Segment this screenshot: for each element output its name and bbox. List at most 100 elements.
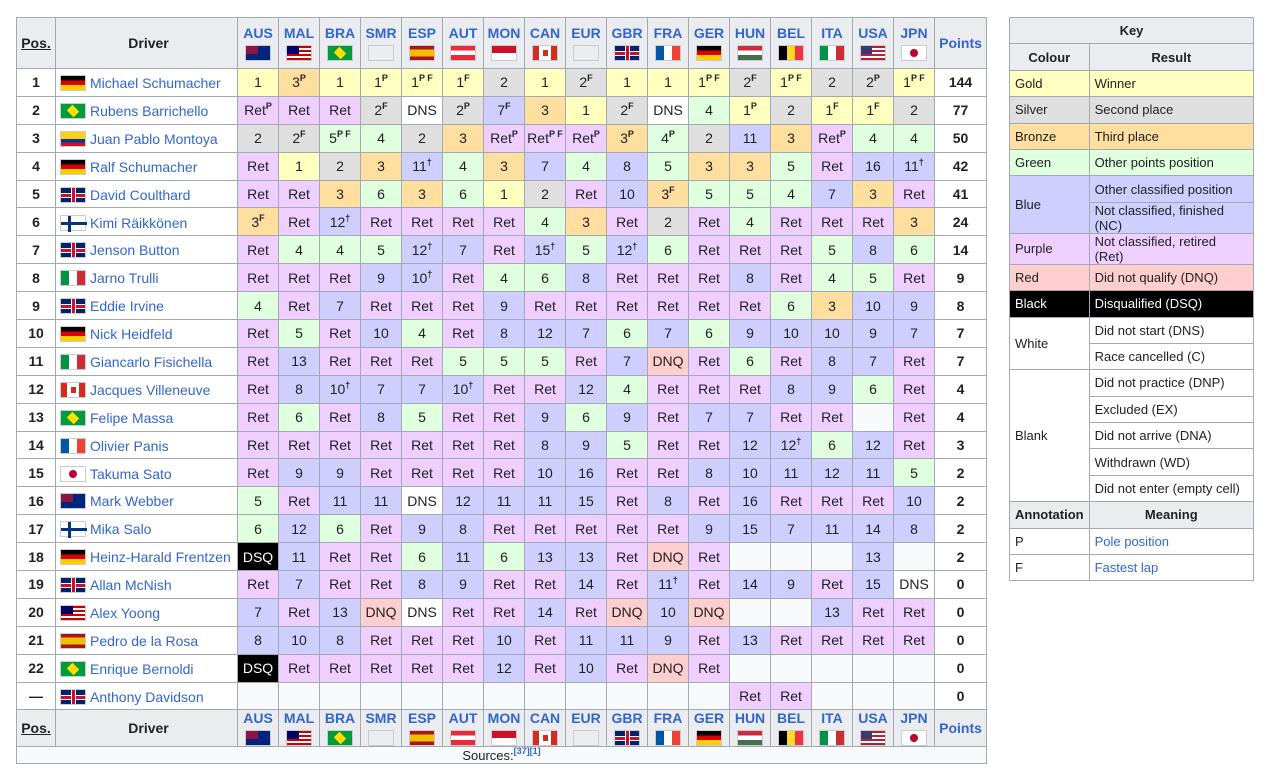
driver-name-link[interactable]: Heinz-Harald Frentzen [90, 549, 231, 566]
race-code[interactable]: HUN [734, 25, 766, 41]
race-header-esp[interactable]: ESP [401, 17, 443, 69]
race-code[interactable]: ITA [821, 25, 843, 41]
driver-name-link[interactable]: Mika Salo [90, 521, 152, 538]
race-header-bel[interactable]: BEL [770, 17, 812, 69]
footer-race-header-jpn[interactable]: JPN [893, 709, 935, 748]
driver-name-link[interactable]: Jarno Trulli [90, 270, 159, 287]
footer-race-header-bel[interactable]: BEL [770, 709, 812, 748]
driver-name-link[interactable]: Juan Pablo Montoya [90, 130, 218, 147]
driver-name-link[interactable]: Nick Heidfeld [90, 326, 173, 343]
race-code[interactable]: MAL [283, 25, 315, 41]
driver-name-link[interactable]: Michael Schumacher [90, 75, 221, 92]
race-code[interactable]: FRA [653, 710, 683, 727]
driver-name-link[interactable]: Jenson Button [90, 242, 180, 259]
footer-pos-header[interactable]: Pos. [16, 709, 56, 748]
footer-race-header-fra[interactable]: FRA [647, 709, 689, 748]
race-header-ger[interactable]: GER [688, 17, 730, 69]
race-code[interactable]: AUS [243, 25, 273, 41]
driver-name-link[interactable]: Giancarlo Fisichella [90, 354, 213, 370]
race-header-aut[interactable]: AUT [442, 17, 484, 69]
footer-race-header-esp[interactable]: ESP [401, 709, 443, 748]
race-header-usa[interactable]: USA [852, 17, 894, 69]
points-cell: 14 [934, 235, 987, 265]
footer-race-header-aut[interactable]: AUT [442, 709, 484, 748]
driver-name-link[interactable]: Ralf Schumacher [90, 158, 198, 175]
points-header[interactable]: Points [934, 17, 987, 69]
race-code[interactable]: BRA [324, 710, 356, 727]
race-code[interactable]: GBR [611, 25, 643, 41]
race-code[interactable]: GBR [611, 710, 643, 727]
race-code[interactable]: EUR [571, 710, 601, 727]
driver-name-link[interactable]: Anthony Davidson [90, 688, 204, 705]
race-code[interactable]: ESP [407, 710, 436, 727]
race-code[interactable]: MON [487, 25, 521, 41]
race-code[interactable]: BEL [777, 710, 805, 727]
race-code[interactable]: JPN [900, 710, 928, 727]
race-code[interactable]: MON [487, 710, 521, 727]
result-value: Ret [862, 632, 884, 649]
race-code[interactable]: CAN [529, 710, 561, 727]
annotation-meaning-link[interactable]: Fastest lap [1088, 554, 1255, 582]
race-code[interactable]: USA [858, 710, 888, 727]
race-code[interactable]: SMR [365, 25, 397, 41]
race-header-hun[interactable]: HUN [729, 17, 771, 69]
race-code[interactable]: GER [693, 25, 725, 41]
race-code[interactable]: MAL [283, 710, 315, 727]
footer-race-header-hun[interactable]: HUN [729, 709, 771, 748]
driver-name-link[interactable]: Pedro de la Rosa [90, 632, 199, 649]
race-code[interactable]: AUT [448, 25, 478, 41]
race-code[interactable]: AUT [448, 710, 478, 727]
race-header-smr[interactable]: SMR [360, 17, 402, 69]
race-header-gbr[interactable]: GBR [606, 17, 648, 69]
driver-name-link[interactable]: Felipe Massa [90, 409, 174, 426]
race-header-fra[interactable]: FRA [647, 17, 689, 69]
race-header-can[interactable]: CAN [524, 17, 566, 69]
driver-name-link[interactable]: Jacques Villeneuve [90, 381, 211, 398]
footer-race-header-smr[interactable]: SMR [360, 709, 402, 748]
race-code[interactable]: ITA [821, 710, 843, 727]
footer-race-header-eur[interactable]: EUR [565, 709, 607, 748]
race-code[interactable]: FRA [653, 25, 683, 41]
annotation-meaning-link[interactable]: Pole position [1088, 527, 1255, 556]
footer-race-header-ger[interactable]: GER [688, 709, 730, 748]
driver-name-link[interactable]: Alex Yoong [90, 605, 161, 622]
footer-race-header-gbr[interactable]: GBR [606, 709, 648, 748]
race-code[interactable]: AUS [243, 710, 273, 727]
driver-name-link[interactable]: Allan McNish [90, 577, 172, 594]
footer-race-header-aus[interactable]: AUS [237, 709, 279, 748]
driver-name-link[interactable]: David Coulthard [90, 186, 191, 203]
driver-name-link[interactable]: Rubens Barrichello [90, 102, 209, 119]
footer-race-header-mal[interactable]: MAL [278, 709, 320, 748]
footer-race-header-usa[interactable]: USA [852, 709, 894, 748]
footer-points-header[interactable]: Points [934, 709, 987, 748]
race-code[interactable]: BEL [777, 25, 805, 41]
driver-name-link[interactable]: Takuma Sato [90, 465, 172, 482]
race-code[interactable]: JPN [900, 25, 928, 41]
footer-race-header-can[interactable]: CAN [524, 709, 566, 748]
footer-race-header-bra[interactable]: BRA [319, 709, 361, 748]
race-header-bra[interactable]: BRA [319, 17, 361, 69]
driver-name-link[interactable]: Enrique Bernoldi [90, 660, 194, 677]
race-code[interactable]: GER [693, 710, 725, 727]
driver-name-link[interactable]: Olivier Panis [90, 437, 169, 454]
driver-name-link[interactable]: Mark Webber [90, 493, 174, 510]
pos-header[interactable]: Pos. [16, 17, 56, 69]
driver-name-link[interactable]: Eddie Irvine [90, 298, 164, 315]
race-code[interactable]: ESP [407, 25, 436, 41]
race-header-eur[interactable]: EUR [565, 17, 607, 69]
race-header-mon[interactable]: MON [483, 17, 525, 69]
race-code[interactable]: HUN [734, 710, 766, 727]
race-code[interactable]: CAN [529, 25, 561, 41]
footer-race-header-mon[interactable]: MON [483, 709, 525, 748]
race-code[interactable]: EUR [571, 25, 601, 41]
race-code[interactable]: BRA [324, 25, 356, 41]
race-code[interactable]: USA [858, 25, 888, 41]
footer-race-header-ita[interactable]: ITA [811, 709, 853, 748]
race-header-ita[interactable]: ITA [811, 17, 853, 69]
race-code[interactable]: SMR [365, 710, 397, 727]
sources-refs[interactable]: [37][1] [513, 745, 541, 756]
race-header-jpn[interactable]: JPN [893, 17, 935, 69]
race-header-mal[interactable]: MAL [278, 17, 320, 69]
race-header-aus[interactable]: AUS [237, 17, 279, 69]
driver-name-link[interactable]: Kimi Räikkönen [90, 214, 188, 231]
